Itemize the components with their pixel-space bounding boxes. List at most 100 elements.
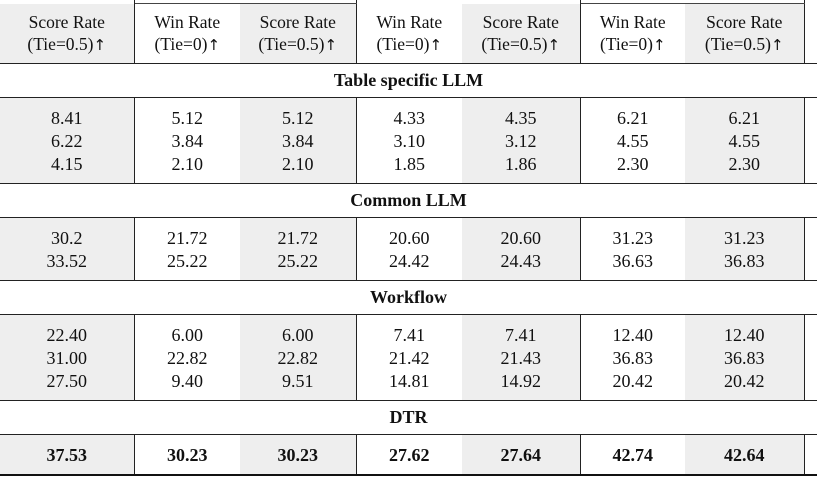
table-row: 8.41 5.12 5.12 4.33 4.35 6.21 6.21 <box>0 106 817 129</box>
header-tie-rule: (Tie=0) <box>154 34 208 54</box>
header-metric: Score Rate <box>259 12 336 32</box>
table-cell: 4.35 <box>462 106 581 129</box>
column-header: Score Rate (Tie=0.5)↑ <box>240 3 357 64</box>
column-header: Win Rate (Tie=0)↑ <box>134 4 240 64</box>
header-tie-rule: (Tie=0) <box>376 33 430 54</box>
table-cell: 20.42 <box>612 370 654 391</box>
table-cell: 7.41 <box>462 323 581 346</box>
table-cell: 6.00 <box>171 324 204 345</box>
column-header: Win Rate (Tie=0)↑ <box>356 4 462 64</box>
section-title: Workflow <box>369 287 447 307</box>
header-tie-rule: (Tie=0) <box>599 34 653 54</box>
table-row: 27.50 9.40 9.51 14.81 14.92 20.42 20.42 <box>0 369 817 392</box>
table-cell: 27.64 <box>462 443 581 466</box>
table-cell: 9.40 <box>171 370 204 391</box>
table-row: 30.2 21.72 21.72 20.60 20.60 31.23 31.23 <box>0 226 817 249</box>
table-row: 33.52 25.22 25.22 24.42 24.43 36.63 36.83 <box>0 249 817 272</box>
header-tie-rule: (Tie=0.5) <box>481 33 548 54</box>
up-arrow-icon: ↑ <box>547 35 561 54</box>
up-arrow-icon: ↑ <box>324 36 338 54</box>
table-row: 22.40 6.00 6.00 7.41 7.41 12.40 12.40 <box>0 323 817 346</box>
section-header-row: DTR <box>0 400 817 435</box>
table-cell: 36.83 <box>685 249 805 272</box>
header-metric: Score Rate <box>28 11 105 32</box>
table-cell: 30.2 <box>0 226 135 249</box>
table-cell: 36.83 <box>612 347 654 368</box>
table-cell: 22.40 <box>0 323 135 346</box>
table-cell: 24.42 <box>389 250 430 271</box>
table-cell: 3.12 <box>462 129 581 152</box>
column-header-row: Score Rate (Tie=0.5)↑ Win Rate (Tie=0)↑ Scor… <box>0 3 817 64</box>
table-cell: 6.22 <box>0 129 135 152</box>
table-cell: 33.52 <box>0 249 135 272</box>
up-arrow-icon: ↑ <box>207 36 221 54</box>
table-cell: 7.41 <box>393 324 426 345</box>
header-metric: Score Rate <box>482 11 559 32</box>
table-cell: 2.30 <box>685 152 805 175</box>
column-header: Score Rate (Tie=0.5)↑ <box>685 3 805 64</box>
table-cell: 1.85 <box>393 153 426 174</box>
table-cell: 12.40 <box>612 324 654 345</box>
section-title: DTR <box>389 407 428 427</box>
column-header: Score Rate (Tie=0.5)↑ <box>462 3 581 64</box>
table-cell: 36.63 <box>612 250 654 271</box>
table-cell: 3.84 <box>171 130 204 151</box>
section-header-row: Common LLM <box>0 183 817 218</box>
table-cell: 21.43 <box>462 346 581 369</box>
table-cell: 25.22 <box>167 250 208 271</box>
table-cell: 31.23 <box>685 226 805 249</box>
section-title: Common LLM <box>350 190 467 210</box>
header-group-rule <box>0 0 817 4</box>
table-cell: 8.41 <box>0 106 135 129</box>
header-tie-rule: (Tie=0.5) <box>27 33 94 54</box>
table-cell: 6.21 <box>617 107 649 128</box>
table-cell: 4.55 <box>617 130 649 151</box>
up-arrow-icon: ↑ <box>93 35 107 54</box>
header-metric: Win Rate <box>154 12 221 32</box>
column-header: Win Rate (Tie=0)↑ <box>580 4 685 64</box>
section-header-row: Table specific LLM <box>0 63 817 98</box>
table-row: 31.00 22.82 22.82 21.42 21.43 36.83 36.83 <box>0 346 817 369</box>
up-arrow-icon: ↑ <box>652 36 666 54</box>
column-header: Score Rate (Tie=0.5)↑ <box>0 3 135 64</box>
up-arrow-icon: ↑ <box>429 35 443 54</box>
table-cell: 42.74 <box>612 444 654 465</box>
table-cell: 21.42 <box>389 347 430 368</box>
table-cell: 27.62 <box>389 444 430 465</box>
table-cell: 20.42 <box>685 369 805 392</box>
section-header-row: Workflow <box>0 280 817 315</box>
table-cell: 3.84 <box>240 129 357 152</box>
table-cell: 24.43 <box>462 249 581 272</box>
table-cell: 5.12 <box>171 107 204 128</box>
table-cell: 2.10 <box>171 153 204 174</box>
table-cell: 31.00 <box>0 346 135 369</box>
table-cell: 12.40 <box>685 323 805 346</box>
table-cell: 36.83 <box>685 346 805 369</box>
table-cell: 3.10 <box>393 130 426 151</box>
table-cell: 14.81 <box>389 370 430 391</box>
table-cell: 31.23 <box>612 227 654 248</box>
table-cell: 22.82 <box>167 347 208 368</box>
header-metric: Score Rate <box>706 12 783 32</box>
table-row: 6.22 3.84 3.84 3.10 3.12 4.55 4.55 <box>0 129 817 152</box>
table-cell: 20.60 <box>389 227 430 248</box>
table-cell: 30.23 <box>240 443 357 466</box>
table-cell: 1.86 <box>462 152 581 175</box>
table-cell: 27.50 <box>0 369 135 392</box>
header-metric: Win Rate <box>376 11 443 32</box>
table-cell: 21.72 <box>167 227 208 248</box>
table-cell: 25.22 <box>240 249 357 272</box>
table-cell: 42.64 <box>685 443 805 466</box>
table-cell: 6.00 <box>240 323 357 346</box>
table-cell: 6.21 <box>685 106 805 129</box>
header-metric: Win Rate <box>599 12 666 32</box>
table-cell: 4.15 <box>0 152 135 175</box>
table-cell: 2.10 <box>240 152 357 175</box>
table-cell: 4.33 <box>393 107 426 128</box>
table-row: 4.15 2.10 2.10 1.85 1.86 2.30 2.30 <box>0 152 817 175</box>
section-title: Table specific LLM <box>333 70 484 90</box>
table-cell: 22.82 <box>240 346 357 369</box>
table-cell: 37.53 <box>0 443 135 466</box>
